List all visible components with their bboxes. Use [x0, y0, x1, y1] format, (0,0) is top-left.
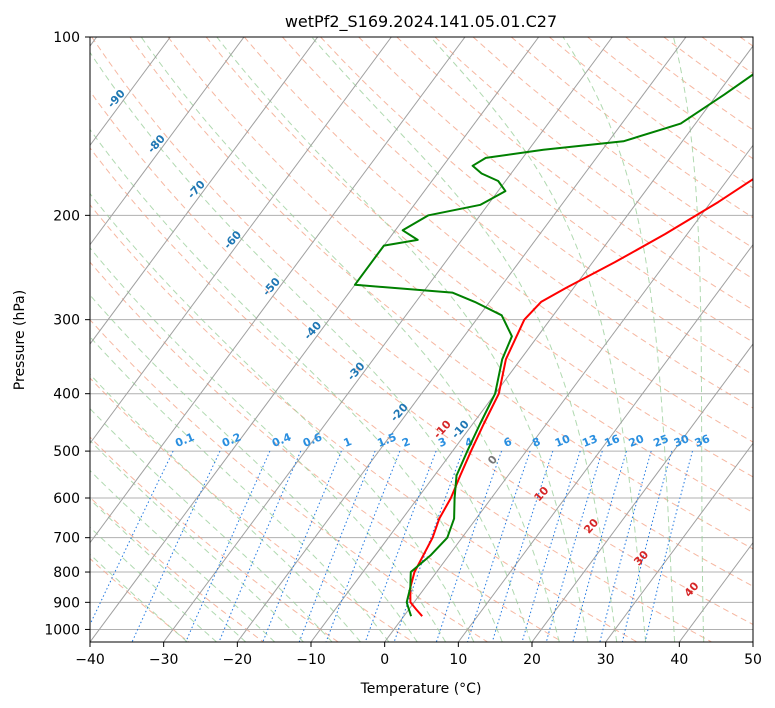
x-tick-label: −10	[296, 652, 326, 668]
temperature-profile	[409, 177, 753, 617]
moist-adiabat-line	[562, 37, 676, 642]
y-axis: 100 200 300 400 500 600 700 800 900 1000	[44, 30, 90, 638]
isotherm-line	[90, 37, 171, 147]
x-axis: −40 −30 −20 −10 0 10 20 30 40 50	[75, 642, 762, 668]
y-axis-label: Pressure (hPa)	[12, 290, 28, 390]
dry-adiabat-line	[205, 37, 753, 478]
y-tick-label: 800	[53, 565, 80, 581]
moist-adiabat-line	[90, 336, 390, 642]
mixing-ratio-line	[364, 450, 437, 642]
dry-adiabat-line	[91, 37, 753, 587]
x-tick-label: 10	[449, 652, 467, 668]
x-tick-label: 0	[380, 652, 389, 668]
moist-adiabat-line	[90, 469, 276, 642]
dry-adiabat-line	[90, 204, 638, 642]
isotherm-line	[531, 343, 753, 642]
moist-adiabat-line	[311, 37, 618, 642]
moist-adiabat-line	[216, 37, 589, 642]
moist-adiabat-line	[90, 526, 217, 642]
mixing-ratio-label: 20	[627, 432, 646, 450]
mixing-ratio-line	[621, 450, 673, 642]
y-tick-label: 300	[53, 313, 80, 329]
mixing-ratio-label: 16	[603, 432, 622, 450]
y-tick-label: 100	[53, 30, 80, 46]
mixing-ratio-line	[298, 450, 376, 642]
dry-adiabat-line	[90, 319, 488, 642]
mixing-ratio-line	[131, 450, 221, 642]
y-tick-label: 600	[53, 491, 80, 507]
sounding-series	[353, 73, 753, 617]
mixing-ratio-label: 25	[651, 432, 670, 450]
y-tick-label: 700	[53, 531, 80, 547]
dry-adiabat-line	[90, 147, 712, 642]
isotherm-line	[236, 37, 687, 642]
mixing-ratio-line	[545, 450, 603, 642]
dewpoint-profile	[353, 73, 753, 617]
dry-adiabat-line	[167, 37, 753, 514]
mixing-ratio-label: 1	[342, 435, 354, 450]
dry-adiabat-line	[396, 37, 753, 311]
mixing-ratio-line	[435, 450, 503, 642]
moist-adiabat-line	[90, 128, 503, 642]
mixing-ratio-label: 30	[672, 432, 691, 450]
x-axis-label: Temperature (°C)	[360, 681, 482, 697]
dry-adiabat-line	[90, 261, 563, 642]
plot-frame	[89, 36, 754, 643]
x-tick-label: 30	[597, 652, 615, 668]
x-tick-label: −20	[223, 652, 253, 668]
y-tick-label: 200	[53, 208, 80, 224]
x-tick-label: 20	[523, 652, 541, 668]
isotherm-line	[310, 45, 753, 642]
mixing-ratio-line	[521, 450, 581, 642]
mixing-ratio-line	[644, 450, 693, 642]
moist-adiabat-line	[430, 37, 647, 642]
mixing-ratio-label: 3	[436, 435, 448, 450]
isotherm-line	[90, 37, 466, 544]
chart-title: wetPf2_S169.2024.141.05.01.C27	[285, 12, 557, 32]
isotherm-line	[90, 37, 319, 345]
x-tick-label: 40	[670, 652, 688, 668]
y-tick-label: 1000	[44, 622, 80, 638]
mixing-ratio-label: 8	[530, 435, 542, 450]
mixing-ratio-label: 10	[553, 432, 572, 450]
dry-adiabat-line	[90, 496, 264, 642]
moist-adiabat-line	[90, 407, 333, 642]
isotherm-line	[163, 37, 613, 642]
mixing-ratio-label: 2	[400, 435, 412, 450]
moist-adiabat-line	[90, 553, 188, 642]
x-tick-label: 50	[744, 652, 762, 668]
moist-adiabat-line	[90, 439, 304, 642]
isotherm-line	[90, 37, 540, 642]
y-tick-label: 500	[53, 444, 80, 460]
moist-adiabat-line	[90, 294, 418, 642]
mixing-ratio-label: 36	[693, 432, 712, 450]
isotherm-line	[90, 37, 245, 246]
y-tick-label: 400	[53, 387, 80, 403]
moist-adiabat-line	[90, 498, 247, 642]
isotherm-gridlines	[90, 37, 753, 642]
mixing-ratio-line	[599, 450, 652, 642]
y-tick-label: 900	[53, 595, 80, 611]
isotherm-line	[457, 243, 753, 642]
isotherm-line	[384, 144, 753, 642]
mixing-ratio-line	[262, 450, 342, 642]
mixing-ratio-line	[90, 450, 174, 626]
moist-adiabat-line	[673, 37, 705, 642]
dry-adiabat-line	[90, 557, 190, 642]
mixing-ratio-line	[467, 450, 531, 642]
isotherm-line	[605, 442, 753, 642]
mixing-ratio-line	[325, 450, 401, 642]
x-tick-label: −40	[75, 652, 105, 668]
mixing-ratio-line	[572, 450, 627, 642]
mixing-ratio-label: 13	[580, 432, 599, 450]
dry-adiabat-line	[90, 90, 753, 626]
isotherm-line	[90, 37, 392, 445]
x-tick-label: −30	[149, 652, 179, 668]
